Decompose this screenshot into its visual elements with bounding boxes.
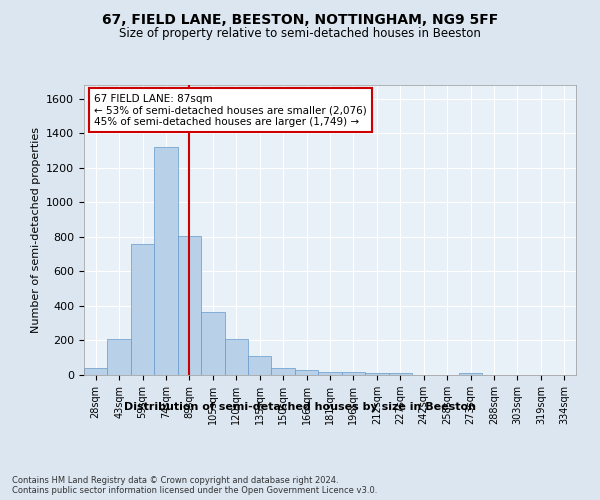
Bar [154, 147, 178, 375]
Text: 67 FIELD LANE: 87sqm
← 53% of semi-detached houses are smaller (2,076)
45% of se: 67 FIELD LANE: 87sqm ← 53% of semi-detac… [94, 94, 367, 127]
Bar [295, 370, 318, 375]
Bar [84, 368, 107, 375]
Text: Distribution of semi-detached houses by size in Beeston: Distribution of semi-detached houses by … [124, 402, 476, 412]
Bar [271, 368, 295, 375]
Bar [365, 373, 389, 375]
Text: 67, FIELD LANE, BEESTON, NOTTINGHAM, NG9 5FF: 67, FIELD LANE, BEESTON, NOTTINGHAM, NG9… [102, 12, 498, 26]
Text: Size of property relative to semi-detached houses in Beeston: Size of property relative to semi-detach… [119, 28, 481, 40]
Bar [131, 244, 154, 375]
Bar [178, 236, 201, 375]
Bar [318, 372, 342, 375]
Y-axis label: Number of semi-detached properties: Number of semi-detached properties [31, 127, 41, 333]
Bar [389, 374, 412, 375]
Bar [201, 312, 224, 375]
Bar [107, 339, 131, 375]
Bar [342, 372, 365, 375]
Text: Contains HM Land Registry data © Crown copyright and database right 2024.
Contai: Contains HM Land Registry data © Crown c… [12, 476, 377, 495]
Bar [224, 339, 248, 375]
Bar [248, 356, 271, 375]
Bar [459, 373, 482, 375]
